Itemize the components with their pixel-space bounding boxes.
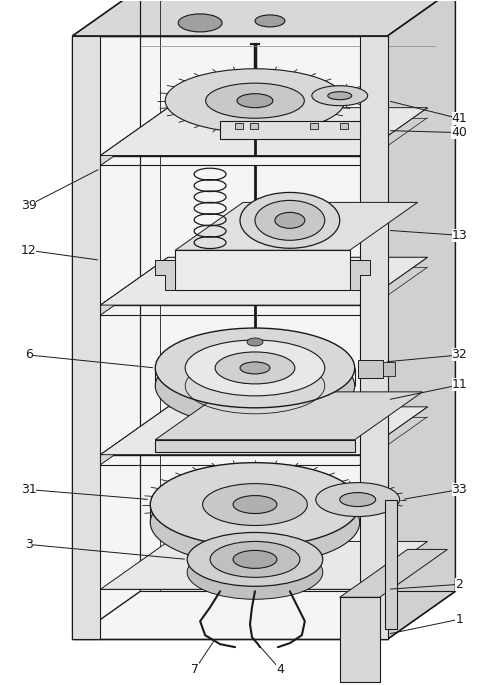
Text: 2: 2 [455, 578, 463, 591]
Ellipse shape [255, 201, 325, 240]
Text: 32: 32 [452, 349, 467, 362]
Ellipse shape [247, 338, 263, 346]
Text: 4: 4 [276, 662, 284, 675]
Ellipse shape [215, 352, 295, 384]
Polygon shape [175, 202, 417, 250]
Bar [340, 123, 348, 129]
Ellipse shape [255, 15, 285, 27]
Bar [73, 36, 388, 639]
Bar [73, 36, 100, 639]
Ellipse shape [185, 340, 325, 396]
Polygon shape [350, 260, 370, 290]
Bar [175, 250, 350, 290]
Ellipse shape [150, 462, 360, 547]
Text: 41: 41 [452, 112, 467, 125]
Ellipse shape [150, 481, 360, 564]
Text: 33: 33 [452, 483, 467, 496]
Text: 7: 7 [191, 662, 199, 675]
Ellipse shape [203, 484, 307, 525]
Polygon shape [100, 258, 427, 305]
Text: 12: 12 [21, 244, 37, 257]
Polygon shape [155, 260, 175, 290]
Polygon shape [100, 108, 168, 166]
Ellipse shape [312, 86, 368, 105]
Polygon shape [100, 407, 168, 464]
Bar [358, 360, 383, 378]
Polygon shape [100, 541, 427, 589]
Polygon shape [100, 258, 168, 315]
Ellipse shape [187, 545, 323, 599]
Polygon shape [155, 392, 422, 440]
Polygon shape [340, 549, 448, 597]
Bar [250, 123, 258, 129]
Text: 40: 40 [452, 126, 467, 139]
Bar [360, 36, 388, 639]
Ellipse shape [240, 206, 340, 262]
Ellipse shape [240, 192, 340, 248]
Text: 6: 6 [25, 349, 33, 362]
Ellipse shape [210, 541, 300, 577]
Polygon shape [100, 407, 427, 455]
Ellipse shape [237, 94, 273, 108]
Ellipse shape [240, 362, 270, 374]
Bar [383, 362, 395, 376]
Ellipse shape [187, 532, 323, 586]
Ellipse shape [155, 328, 355, 408]
Bar [340, 597, 379, 682]
Ellipse shape [233, 551, 277, 569]
Text: 1: 1 [455, 612, 463, 625]
Ellipse shape [316, 483, 400, 516]
Ellipse shape [155, 346, 355, 426]
Text: 3: 3 [25, 538, 33, 551]
Polygon shape [388, 0, 455, 639]
Text: 39: 39 [21, 199, 37, 212]
Ellipse shape [340, 493, 375, 506]
Bar [310, 123, 318, 129]
Ellipse shape [233, 495, 277, 514]
Bar [235, 123, 243, 129]
Bar [220, 121, 360, 138]
Ellipse shape [165, 68, 345, 133]
Text: 11: 11 [452, 378, 467, 391]
Ellipse shape [275, 212, 305, 228]
Ellipse shape [206, 83, 304, 119]
Bar [385, 499, 397, 630]
Polygon shape [100, 108, 427, 155]
Ellipse shape [328, 92, 352, 100]
Text: 13: 13 [452, 229, 467, 242]
Text: 31: 31 [21, 483, 37, 496]
Polygon shape [73, 0, 455, 36]
Bar [155, 440, 355, 451]
Ellipse shape [178, 14, 222, 32]
